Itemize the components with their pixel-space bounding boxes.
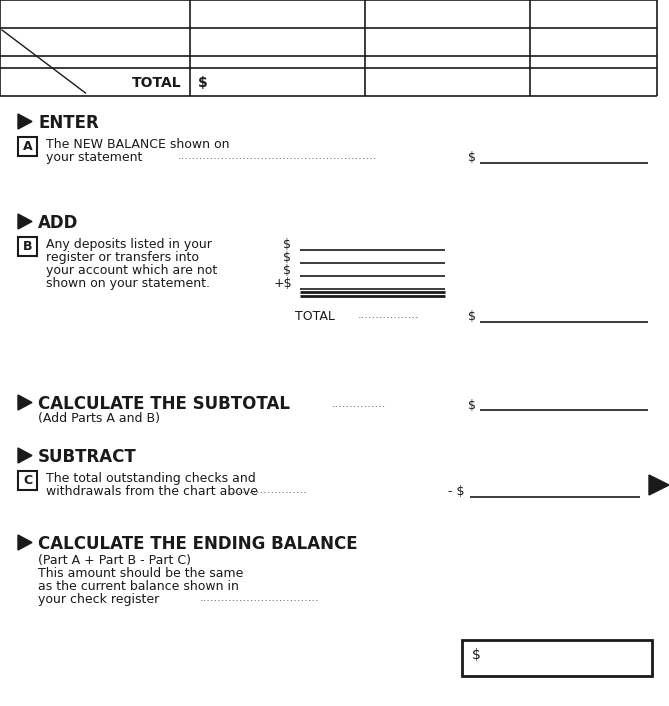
Text: This amount should be the same: This amount should be the same [38,567,244,580]
Text: $: $ [283,251,291,264]
Text: .......................................................: ........................................… [178,151,377,161]
Bar [18,137,37,156]
Polygon shape [649,475,669,495]
Text: ......................: ...................... [228,485,308,495]
Text: $: $ [468,399,476,412]
Text: Any deposits listed in your: Any deposits listed in your [46,238,212,251]
Text: .................: ................. [358,310,419,320]
Polygon shape [18,114,32,129]
Text: The NEW BALANCE shown on: The NEW BALANCE shown on [46,138,229,151]
Text: withdrawals from the chart above: withdrawals from the chart above [46,485,258,498]
Text: your statement: your statement [46,151,142,164]
Text: TOTAL: TOTAL [295,310,335,323]
Bar [18,237,37,256]
Text: shown on your statement.: shown on your statement. [46,277,210,290]
Text: $: $ [283,264,291,277]
Text: B: B [23,240,32,253]
Text: your account which are not: your account which are not [46,264,217,277]
Text: $: $ [198,76,208,90]
Text: The total outstanding checks and: The total outstanding checks and [46,472,256,485]
Text: ...............: ............... [332,399,387,409]
Polygon shape [18,448,32,463]
Text: register or transfers into: register or transfers into [46,251,199,264]
Text: CALCULATE THE ENDING BALANCE: CALCULATE THE ENDING BALANCE [38,535,358,553]
Text: $: $ [283,238,291,251]
Text: .................................: ................................. [200,593,320,603]
Text: as the current balance shown in: as the current balance shown in [38,580,239,593]
Text: - $: - $ [448,485,464,498]
Text: SUBTRACT: SUBTRACT [38,448,136,466]
Text: ADD: ADD [38,214,78,232]
Bar [18,471,37,490]
Text: C: C [23,474,32,487]
Text: $: $ [472,648,481,662]
Text: (Add Parts A and B): (Add Parts A and B) [38,412,160,425]
Polygon shape [18,214,32,229]
Text: A: A [23,140,32,153]
Text: $: $ [468,310,476,323]
Text: $: $ [468,151,476,164]
Text: TOTAL: TOTAL [132,76,181,90]
Text: (Part A + Part B - Part C): (Part A + Part B - Part C) [38,554,191,567]
Text: ENTER: ENTER [38,114,99,132]
Text: CALCULATE THE SUBTOTAL: CALCULATE THE SUBTOTAL [38,395,290,413]
Text: +$: +$ [274,277,292,290]
Bar [462,640,652,676]
Polygon shape [18,535,32,550]
Polygon shape [18,395,32,410]
Text: your check register: your check register [38,593,159,606]
